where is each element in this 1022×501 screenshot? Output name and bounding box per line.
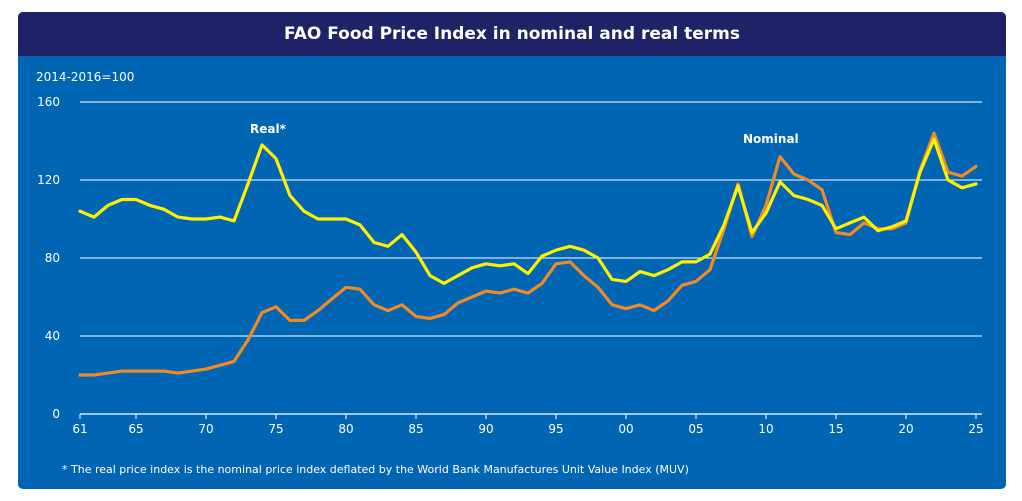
y-tick-label: 0 — [52, 407, 60, 421]
x-tick-label: 00 — [618, 422, 633, 436]
x-tick-label: 05 — [688, 422, 703, 436]
y-tick-label: 80 — [45, 251, 60, 265]
chart-title: FAO Food Price Index in nominal and real… — [18, 12, 1006, 56]
y-axis-unit-label: 2014-2016=100 — [36, 70, 135, 84]
x-tick-label: 95 — [548, 422, 563, 436]
x-tick-label: 85 — [408, 422, 423, 436]
x-tick-label: 70 — [198, 422, 213, 436]
footnote: * The real price index is the nominal pr… — [62, 463, 689, 476]
real-series-label: Real* — [250, 122, 287, 136]
x-tick-label: 25 — [968, 422, 983, 436]
x-tick-label: 65 — [128, 422, 143, 436]
y-tick-label: 120 — [37, 173, 60, 187]
chart-panel: FAO Food Price Index in nominal and real… — [18, 12, 1006, 489]
real-series-line — [78, 137, 978, 285]
x-tick-label: 61 — [72, 422, 87, 436]
x-tick-label: 20 — [898, 422, 913, 436]
x-tick-label: 75 — [268, 422, 283, 436]
y-tick-label: 40 — [45, 329, 60, 343]
y-tick-label: 160 — [37, 95, 60, 109]
x-tick-label: 90 — [478, 422, 493, 436]
x-tick-label: 10 — [758, 422, 773, 436]
x-tick-label: 80 — [338, 422, 353, 436]
grid — [80, 101, 982, 415]
nominal-series-line — [78, 131, 978, 377]
x-tick-label: 15 — [828, 422, 843, 436]
series — [78, 131, 978, 377]
nominal-series-label: Nominal — [743, 132, 799, 146]
axes: 0 40 80 120 160 61 65 70 75 80 85 90 95 00 05 10 15 20 25 — [37, 95, 984, 436]
